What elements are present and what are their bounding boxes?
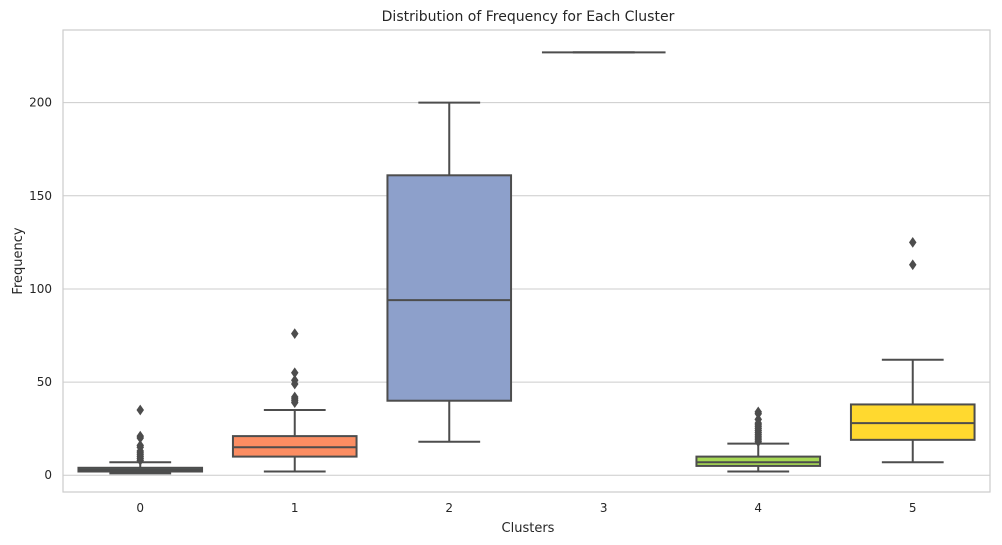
box-cluster-2 [386, 101, 513, 443]
outlier-point [136, 404, 145, 416]
x-tick-label: 4 [754, 501, 762, 515]
x-tick-label: 3 [600, 501, 608, 515]
box-cluster-0 [77, 404, 204, 475]
x-tick-label: 0 [136, 501, 144, 515]
outlier-point [290, 328, 299, 340]
x-tick-label: 2 [445, 501, 453, 515]
y-tick-label: 200 [29, 96, 52, 110]
box-cluster-1 [231, 328, 358, 473]
outlier-point [290, 378, 299, 390]
plot-frame [62, 29, 991, 493]
x-tick-label: 5 [909, 501, 917, 515]
outlier-point [908, 236, 917, 248]
outlier-point [136, 454, 145, 466]
outlier-point [290, 397, 299, 408]
y-tick-label: 100 [29, 282, 52, 296]
y-axis-label: Frequency [11, 227, 26, 294]
grid-lines [63, 102, 990, 476]
outlier-point [754, 436, 763, 448]
box-cluster-5 [849, 236, 976, 464]
outlier-point [908, 259, 917, 271]
tick-labels: 0 50 100 150 200 0 1 2 3 4 5 [29, 96, 916, 515]
chart-title: Distribution of Frequency for Each Clust… [382, 9, 675, 25]
y-tick-label: 0 [44, 468, 52, 482]
iqr-box [386, 174, 513, 402]
boxes [77, 51, 976, 475]
x-tick-label: 1 [291, 501, 299, 515]
y-tick-label: 50 [37, 375, 52, 389]
y-tick-label: 150 [29, 189, 52, 203]
box-cluster-4 [695, 406, 822, 473]
x-axis-label: Clusters [502, 521, 555, 536]
